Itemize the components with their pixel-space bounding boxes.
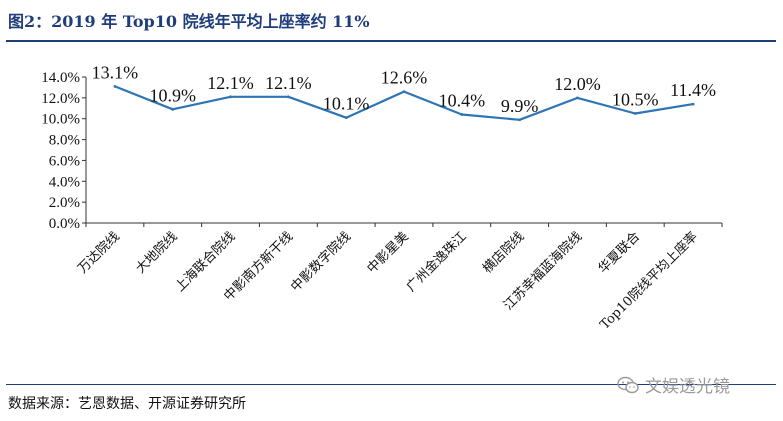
wechat-icon — [617, 376, 639, 393]
source-note: 数据来源：艺恩数据、开源证券研究所 — [8, 396, 246, 412]
x-tick-label: 中影数字院线 — [288, 229, 354, 295]
x-tick-label: 华夏联合 — [596, 229, 643, 276]
data-label: 12.1% — [207, 73, 254, 93]
x-tick-label: Top10院线平均上座率 — [597, 229, 701, 333]
x-tick-label: 横店院线 — [480, 229, 527, 276]
y-tick-label: 0.0% — [49, 216, 80, 232]
y-tick-label: 2.0% — [49, 195, 80, 211]
x-tick-label: 万达院线 — [75, 229, 122, 276]
y-tick-label: 10.0% — [41, 112, 80, 128]
data-point — [229, 95, 232, 99]
data-point — [171, 107, 175, 111]
data-label: 12.6% — [381, 68, 428, 88]
x-tick-label: 中影星美 — [364, 229, 411, 276]
data-point — [691, 102, 695, 106]
x-tick-label: 大地院线 — [133, 229, 180, 276]
data-label: 10.9% — [149, 85, 196, 105]
data-point — [344, 116, 348, 120]
data-label: 11.4% — [670, 80, 716, 100]
title-rule — [6, 40, 776, 42]
data-label: 9.9% — [501, 96, 539, 116]
data-point — [402, 90, 406, 93]
data-label: 12.1% — [265, 73, 312, 93]
data-point — [633, 112, 637, 115]
data-label: 12.0% — [554, 74, 601, 94]
data-label: 13.1% — [92, 62, 139, 82]
data-point — [113, 84, 117, 88]
data-point — [286, 95, 290, 99]
data-point — [518, 118, 522, 122]
data-label: 10.1% — [323, 94, 370, 114]
x-tick-label: 广州金逸珠江 — [403, 229, 469, 295]
source-rule — [6, 384, 776, 385]
y-tick-label: 4.0% — [49, 174, 80, 190]
watermark-text: 文娱透光镜 — [645, 377, 730, 397]
data-point — [460, 113, 464, 116]
y-tick-label: 12.0% — [41, 91, 80, 107]
y-tick-label: 8.0% — [49, 133, 80, 149]
y-tick-label: 14.0% — [41, 70, 80, 86]
figure-title: 图2：2019 年 Top10 院线年平均上座率约 11% — [8, 12, 370, 31]
data-label: 10.4% — [439, 91, 486, 111]
watermark: 文娱透光镜 — [617, 372, 730, 397]
data-label: 10.5% — [612, 90, 659, 110]
data-point — [576, 96, 579, 100]
y-tick-label: 6.0% — [49, 153, 80, 169]
